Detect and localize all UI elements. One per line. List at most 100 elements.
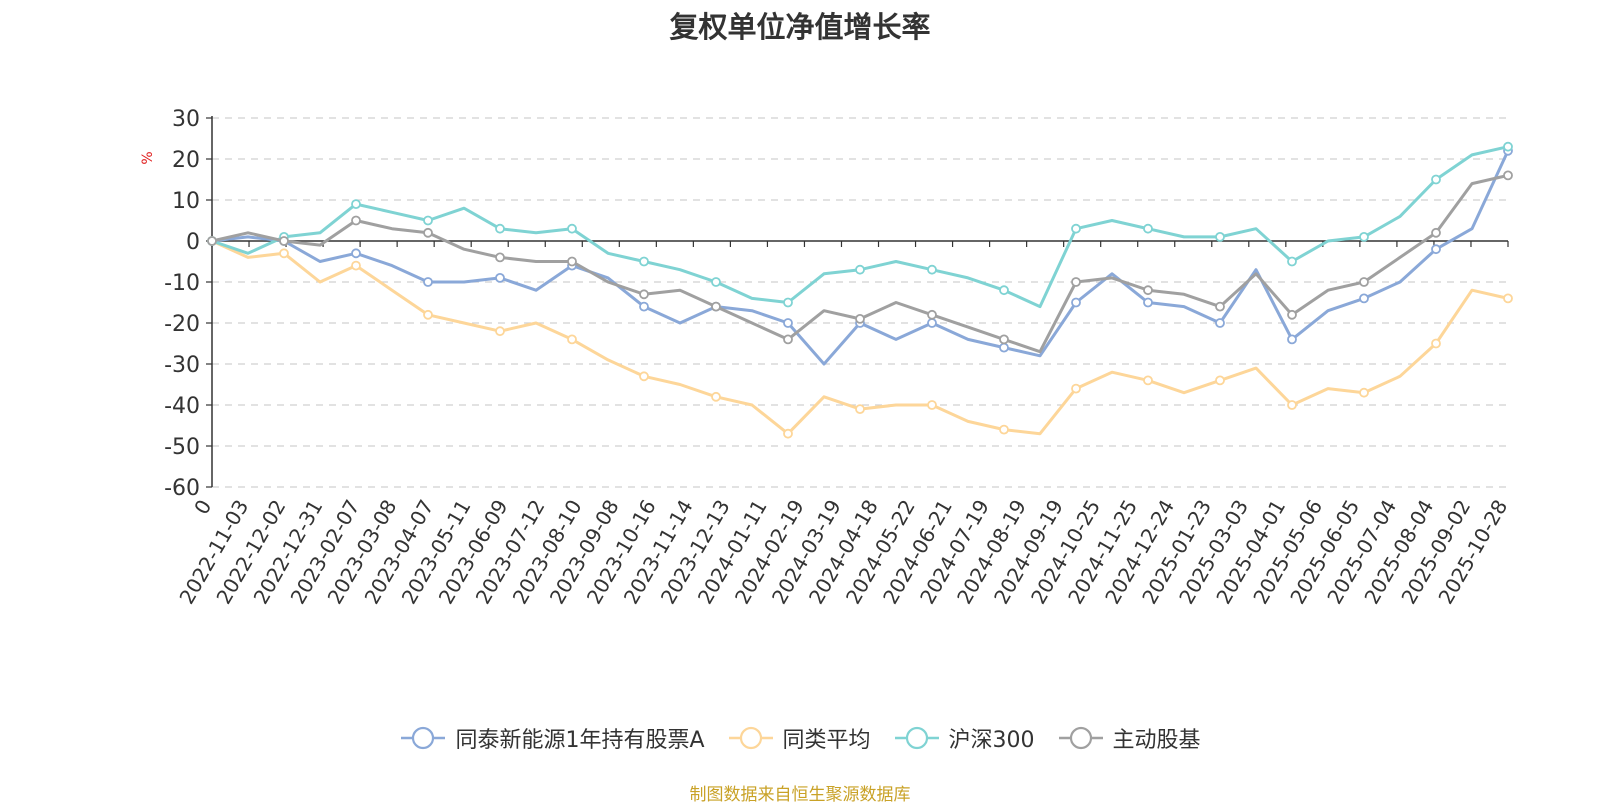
- data-point: [1215, 375, 1225, 386]
- y-tick-label: 0: [186, 230, 200, 255]
- chart-title: 复权单位净值增长率: [669, 10, 931, 44]
- data-point: [1143, 297, 1153, 308]
- data-point: [855, 264, 865, 275]
- data-point: [999, 424, 1009, 435]
- data-point: [855, 313, 865, 324]
- y-axis-label: %: [140, 151, 156, 164]
- data-point: [1143, 375, 1153, 386]
- y-tick-label: 20: [172, 148, 200, 173]
- data-point: [351, 215, 361, 226]
- data-point: [1359, 231, 1369, 242]
- data-point: [783, 334, 793, 345]
- legend-label: 沪深300: [948, 728, 1035, 753]
- legend-item[interactable]: 主动股基: [1057, 722, 1201, 754]
- data-point: [423, 227, 433, 238]
- data-point: [279, 236, 289, 246]
- data-point: [1215, 318, 1225, 328]
- legend-marker-icon: [894, 726, 939, 750]
- data-point: [711, 391, 721, 402]
- legend-label: 主动股基: [1112, 728, 1201, 753]
- data-point: [1215, 231, 1225, 242]
- data-point: [711, 301, 721, 312]
- data-point: [351, 260, 361, 271]
- legend-label: 同类平均: [782, 728, 871, 753]
- series-line: [211, 145, 1509, 309]
- data-point: [639, 301, 649, 312]
- data-point: [783, 428, 793, 439]
- data-point: [1287, 400, 1297, 410]
- legend-item[interactable]: 沪深300: [893, 722, 1035, 754]
- data-point: [639, 371, 649, 382]
- data-point: [999, 285, 1009, 296]
- grid-layer: [212, 117, 1508, 488]
- legend-item[interactable]: 同泰新能源1年持有股票A: [399, 722, 705, 754]
- data-point: [1431, 227, 1441, 238]
- y-tick-label: -60: [164, 476, 200, 501]
- data-point: [927, 318, 937, 328]
- data-point: [1071, 277, 1081, 287]
- data-point: [495, 272, 505, 283]
- legend-label: 同泰新能源1年持有股票A: [455, 728, 705, 753]
- data-point: [1071, 223, 1081, 234]
- data-point: [711, 277, 721, 287]
- data-point: [1503, 141, 1513, 152]
- legend: 同泰新能源1年持有股票A 同类平均 沪深300 主动股基: [0, 722, 1600, 754]
- data-point: [999, 342, 1009, 353]
- data-point: [567, 334, 577, 345]
- legend-marker-icon: [401, 726, 446, 750]
- source-note: 制图数据来自恒生聚源数据库: [689, 785, 911, 805]
- legend-marker-icon: [728, 726, 773, 750]
- y-tick-label: 10: [172, 189, 200, 214]
- data-point: [423, 309, 433, 320]
- data-point: [783, 318, 793, 328]
- series-1: [207, 236, 1513, 439]
- y-tick-label: -20: [164, 312, 200, 337]
- data-point: [1359, 277, 1369, 287]
- data-point: [639, 289, 649, 300]
- y-tick-label: -10: [164, 271, 200, 296]
- y-tick-label: -40: [164, 394, 200, 419]
- data-point: [423, 277, 433, 287]
- data-point: [639, 256, 649, 267]
- series-0: [207, 145, 1513, 366]
- series-line: [211, 150, 1510, 366]
- data-point: [1071, 383, 1081, 394]
- data-point: [1287, 334, 1297, 345]
- series-3: [207, 170, 1513, 354]
- data-point: [1143, 285, 1153, 296]
- data-point: [855, 404, 865, 415]
- data-point: [1431, 244, 1441, 255]
- data-point: [495, 252, 505, 263]
- data-point: [1071, 297, 1081, 308]
- data-point: [783, 297, 793, 308]
- data-point: [1431, 338, 1441, 349]
- y-tick-label: -50: [164, 435, 200, 460]
- series-2: [207, 141, 1513, 309]
- legend-item[interactable]: 同类平均: [727, 722, 871, 754]
- data-point: [423, 215, 433, 226]
- data-point: [1215, 301, 1225, 312]
- data-point: [279, 248, 289, 259]
- axis-layer: 3020100-10-20-30-40-50-6002022-11-032022…: [164, 107, 1512, 608]
- data-point: [1431, 174, 1441, 185]
- data-point: [495, 223, 505, 234]
- data-point: [1503, 170, 1513, 181]
- series-layer: [207, 141, 1513, 439]
- data-point: [567, 256, 577, 267]
- y-tick-label: 30: [172, 107, 200, 132]
- y-tick-label: -30: [164, 353, 200, 378]
- data-point: [1503, 293, 1513, 304]
- data-point: [927, 400, 937, 410]
- data-point: [351, 199, 361, 210]
- data-point: [351, 248, 361, 259]
- data-point: [1287, 256, 1297, 267]
- data-point: [1359, 387, 1369, 398]
- data-point: [1287, 309, 1297, 320]
- data-point: [927, 264, 937, 275]
- legend-marker-icon: [1058, 726, 1103, 750]
- x-tick-label: 0: [189, 496, 216, 519]
- data-point: [495, 326, 505, 337]
- data-point: [1143, 223, 1153, 234]
- data-point: [927, 309, 937, 320]
